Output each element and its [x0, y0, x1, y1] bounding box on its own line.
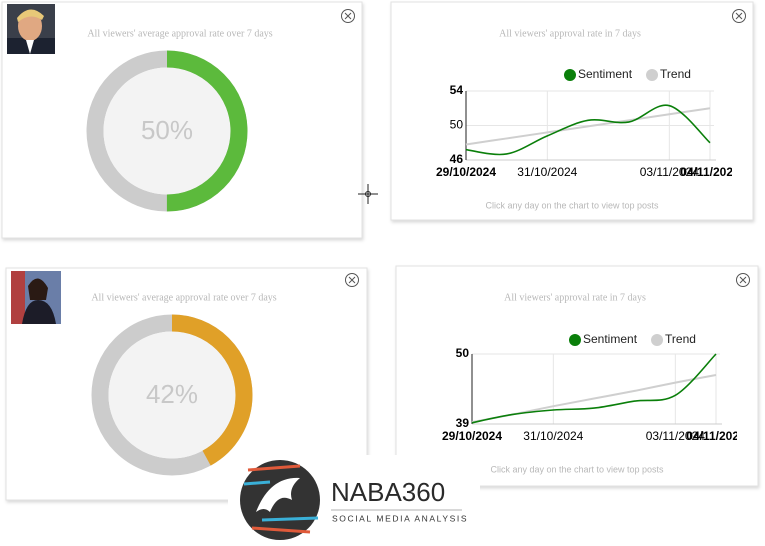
- x-tick-label: 29/10/2024: [442, 429, 502, 443]
- close-button[interactable]: [736, 273, 750, 287]
- close-button[interactable]: [341, 9, 355, 23]
- y-tick-label: 50: [456, 346, 470, 360]
- chart-footnote: Click any day on the chart to view top p…: [490, 464, 664, 474]
- series-line: [465, 107, 711, 146]
- donut-arc: [86, 50, 248, 212]
- cursor: [358, 184, 378, 204]
- logo-tagline: SOCIAL MEDIA ANALYSIS: [332, 513, 468, 523]
- x-tick-label: 31/10/2024: [523, 429, 583, 443]
- x-tick-label: 03/11/2024: [640, 165, 699, 179]
- avatar: [7, 4, 55, 54]
- donut-arc: [91, 314, 253, 476]
- logo-name: NABA360: [331, 477, 445, 507]
- donut-chart: All viewers' average approval rate over …: [86, 28, 273, 212]
- legend-label: Trend: [665, 332, 696, 346]
- x-tick-label: 03/11/2024: [646, 429, 705, 443]
- logo: NABA360 SOCIAL MEDIA ANALYSIS: [228, 455, 480, 546]
- donut-chart: All viewers' average approval rate over …: [91, 292, 277, 476]
- avatar: [11, 271, 61, 324]
- line-chart: All viewers' approval rate in 7 days Clic…: [436, 28, 740, 210]
- donut-center: [103, 67, 231, 195]
- y-tick-label: 50: [450, 118, 464, 132]
- legend-label: Trend: [660, 67, 691, 81]
- close-button[interactable]: [732, 9, 746, 23]
- donut-label: 42%: [146, 379, 198, 409]
- x-tick-label: 04/11/2024: [686, 429, 746, 443]
- x-tick-label: 29/10/2024: [436, 165, 496, 179]
- series-line: [465, 104, 711, 156]
- series-line: [471, 353, 717, 424]
- line-chart: All viewers' approval rate in 7 days Clic…: [442, 292, 746, 474]
- legend-marker: [564, 69, 576, 81]
- legend-label: Sentiment: [583, 332, 638, 346]
- chart-title: All viewers' average approval rate over …: [91, 292, 276, 303]
- legend-marker: [569, 334, 581, 346]
- donut-center: [108, 331, 236, 459]
- legend-marker: [651, 334, 664, 346]
- y-tick-label: 39: [456, 416, 470, 430]
- y-tick-label: 54: [450, 83, 464, 97]
- close-button[interactable]: [345, 273, 359, 287]
- chart-footnote: Click any day on the chart to view top p…: [485, 200, 659, 210]
- chart-title: All viewers' average approval rate over …: [87, 28, 272, 39]
- donut-label: 50%: [141, 115, 193, 145]
- legend-label: Sentiment: [578, 67, 633, 81]
- legend-marker: [646, 69, 659, 81]
- panel: [395, 265, 759, 487]
- chart-title: All viewers' approval rate in 7 days: [504, 292, 646, 303]
- x-tick-label: 31/10/2024: [517, 165, 577, 179]
- x-tick-label: 04/11/2024: [680, 165, 740, 179]
- chart-title: All viewers' approval rate in 7 days: [499, 28, 641, 39]
- y-tick-label: 46: [450, 152, 464, 166]
